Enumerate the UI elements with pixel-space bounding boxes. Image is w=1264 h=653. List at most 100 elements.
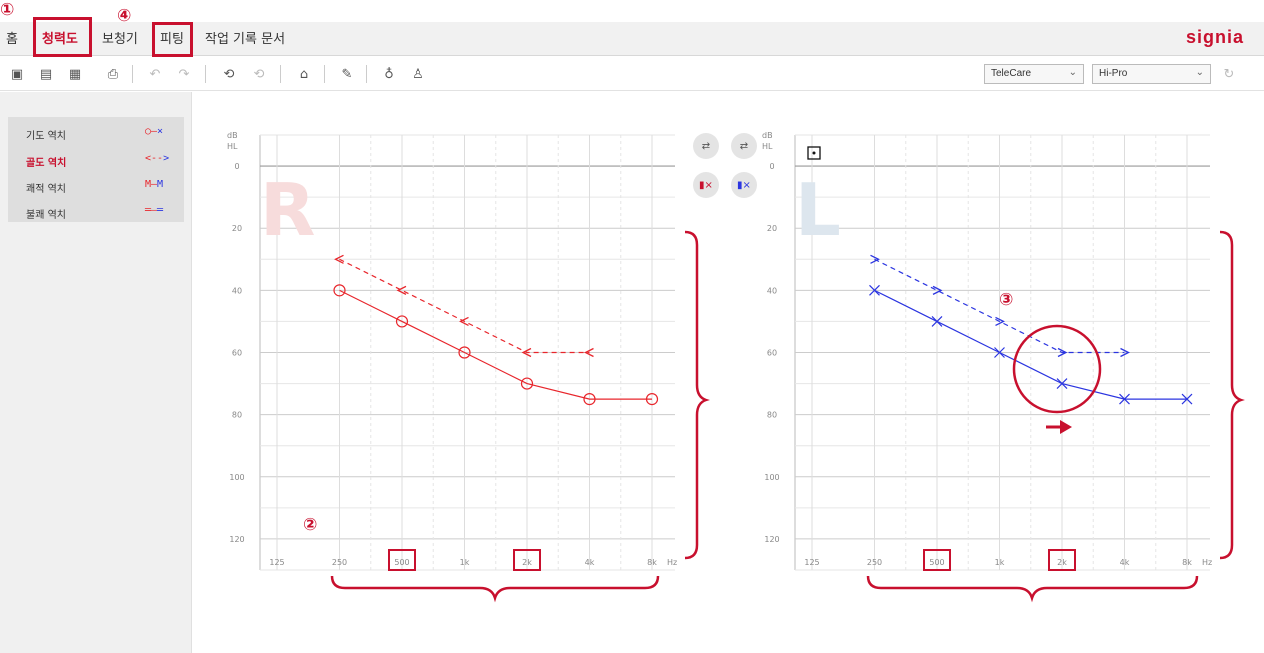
data-point-x xyxy=(931,316,943,327)
legend-comfort-level[interactable]: 쾌적 역치 xyxy=(26,184,66,195)
legend-box: 기도 역치 ○—× 골도 역치 <--> 쾌적 역치 M—M 불쾌 역치 ═—═ xyxy=(8,117,184,222)
y-tick-label: 120 xyxy=(764,535,779,544)
programmer-select[interactable]: Hi-Pro ⌄ xyxy=(1092,64,1211,84)
ear-letter-watermark: L xyxy=(795,168,841,252)
sync-icon[interactable]: ⟲ xyxy=(253,66,265,82)
arrow-head xyxy=(1060,420,1072,434)
x-tick-label: 500 xyxy=(394,558,409,567)
data-point-circle xyxy=(395,315,409,328)
undo-icon[interactable]: ↶ xyxy=(149,66,161,82)
series-line-bone xyxy=(874,258,1125,354)
data-point-x xyxy=(994,347,1005,358)
legend-symbol-discomfort: ═—═ xyxy=(145,205,164,216)
data-point-x xyxy=(1181,393,1193,405)
legend-symbol-air: ○—× xyxy=(145,126,164,137)
data-point-circle xyxy=(645,393,659,406)
y-tick-label: 0 xyxy=(769,162,774,171)
tab-hearing-aid[interactable]: 보청기 xyxy=(102,32,138,47)
legend-discomfort-level[interactable]: 불쾌 역치 xyxy=(26,210,66,221)
data-point-circle xyxy=(333,284,346,297)
copy-right-to-left-icon[interactable]: ⇄ xyxy=(693,133,719,159)
wrench-icon[interactable]: ✎ xyxy=(341,66,353,82)
callout-4: ④ xyxy=(117,6,132,26)
bottom-brace-right-chart xyxy=(330,575,660,603)
connection-select[interactable]: TeleCare ⌄ xyxy=(984,64,1084,84)
data-point-bone-lt xyxy=(459,316,469,327)
toolbar: ▣ ▤ ▦ ⎙ ↶ ↷ ⟲ ⟲ ⌂ ✎ ♁ ♙ TeleCare ⌄ Hi-Pr… xyxy=(0,57,1264,91)
y-tick-label: 60 xyxy=(232,349,242,358)
clear-left-icon[interactable]: ▮× xyxy=(731,172,757,198)
callout-2: ② xyxy=(303,515,318,535)
series-line-air xyxy=(874,289,1187,400)
x-tick-label: 4k xyxy=(585,558,595,567)
hearing-aid-connect-icon[interactable]: ⌂ xyxy=(299,66,309,82)
bottom-brace-left-chart xyxy=(866,575,1199,603)
data-point-bone-gt xyxy=(1057,347,1068,358)
legend-symbol-bone: <--> xyxy=(145,153,170,164)
data-point-bone-gt xyxy=(870,254,880,264)
y-tick-label: 0 xyxy=(234,162,239,171)
save-icon[interactable]: ▦ xyxy=(68,66,82,82)
callout-1: ① xyxy=(0,0,15,20)
chevron-down-icon: ⌄ xyxy=(1195,67,1204,78)
clear-right-icon[interactable]: ▮× xyxy=(693,172,719,198)
y-unit-label: dB xyxy=(762,131,773,140)
print-icon[interactable]: ⎙ xyxy=(107,66,119,82)
x-tick-label: 125 xyxy=(269,558,284,567)
x-tick-label: 8k xyxy=(647,558,657,567)
cursor-target-dot xyxy=(812,151,816,155)
tab-work-record-documents[interactable]: 작업 기록 문서 xyxy=(205,32,286,47)
right-brace-right-chart xyxy=(684,230,710,560)
data-point-x xyxy=(1119,393,1130,405)
x-unit-label: Hz xyxy=(1202,558,1212,567)
y-tick-label: 120 xyxy=(229,535,244,544)
separator xyxy=(132,65,133,83)
refresh-icon[interactable]: ↻ xyxy=(1223,66,1235,82)
data-point-x xyxy=(1056,378,1068,389)
data-point-bone-gt xyxy=(995,316,1005,327)
document-icon[interactable]: ▤ xyxy=(39,66,53,82)
x-tick-highlight xyxy=(1048,549,1076,571)
y-tick-label: 60 xyxy=(767,349,777,358)
redo-icon[interactable]: ↷ xyxy=(178,66,190,82)
connection-value: TeleCare xyxy=(991,68,1032,79)
y-tick-label: 20 xyxy=(232,224,242,233)
legend-symbol-comfort: M—M xyxy=(145,179,164,190)
x-tick-label: 250 xyxy=(332,558,347,567)
sync-add-icon[interactable]: ⟲ xyxy=(223,66,235,82)
data-point-bone-gt xyxy=(1120,347,1130,358)
y-unit-label: HL xyxy=(762,142,773,151)
x-tick-label: 2k xyxy=(522,558,532,567)
highlight-fitting-tab xyxy=(152,22,193,57)
lightbulb-icon[interactable]: ♁ xyxy=(384,66,394,82)
chevron-down-icon: ⌄ xyxy=(1068,67,1077,78)
user-icon[interactable]: ♙ xyxy=(412,66,424,82)
data-point-circle xyxy=(520,377,534,390)
y-tick-label: 20 xyxy=(767,224,777,233)
copy-left-to-right-icon[interactable]: ⇄ xyxy=(731,133,757,159)
separator xyxy=(205,65,206,83)
x-tick-label: 1k xyxy=(995,558,1005,567)
ear-letter-watermark: R xyxy=(260,168,315,252)
legend-bone-conduction[interactable]: 골도 역치 xyxy=(26,158,67,169)
data-point-bone-lt xyxy=(396,285,407,295)
data-point-bone-gt xyxy=(932,285,943,295)
data-point-x xyxy=(869,284,880,296)
x-tick-highlight xyxy=(923,549,951,571)
separator xyxy=(324,65,325,83)
callout-3: ③ xyxy=(999,290,1014,310)
y-tick-label: 100 xyxy=(764,473,779,482)
tab-audiogram[interactable]: 청력도 xyxy=(42,32,78,47)
tab-home[interactable]: 홈 xyxy=(6,32,18,47)
left-ear-audiogram[interactable]: 0 20 40 60 80 100 120 dB HL L 125 250 500 1k 2k 4k 8k Hz xyxy=(760,125,1230,585)
y-tick-label: 40 xyxy=(767,286,777,295)
legend-air-conduction[interactable]: 기도 역치 xyxy=(26,131,66,142)
x-tick-label: 8k xyxy=(1182,558,1192,567)
y-unit-label: HL xyxy=(227,142,238,151)
right-ear-audiogram[interactable]: 0 20 40 60 80 100 120 dB HL R 125 250 500 1k 2k 4k 8k Hz xyxy=(225,125,695,585)
tab-fitting[interactable]: 피팅 xyxy=(160,32,184,47)
data-point-bone-lt xyxy=(334,254,344,264)
x-tick-label: 250 xyxy=(867,558,882,567)
new-session-icon[interactable]: ▣ xyxy=(10,66,24,82)
